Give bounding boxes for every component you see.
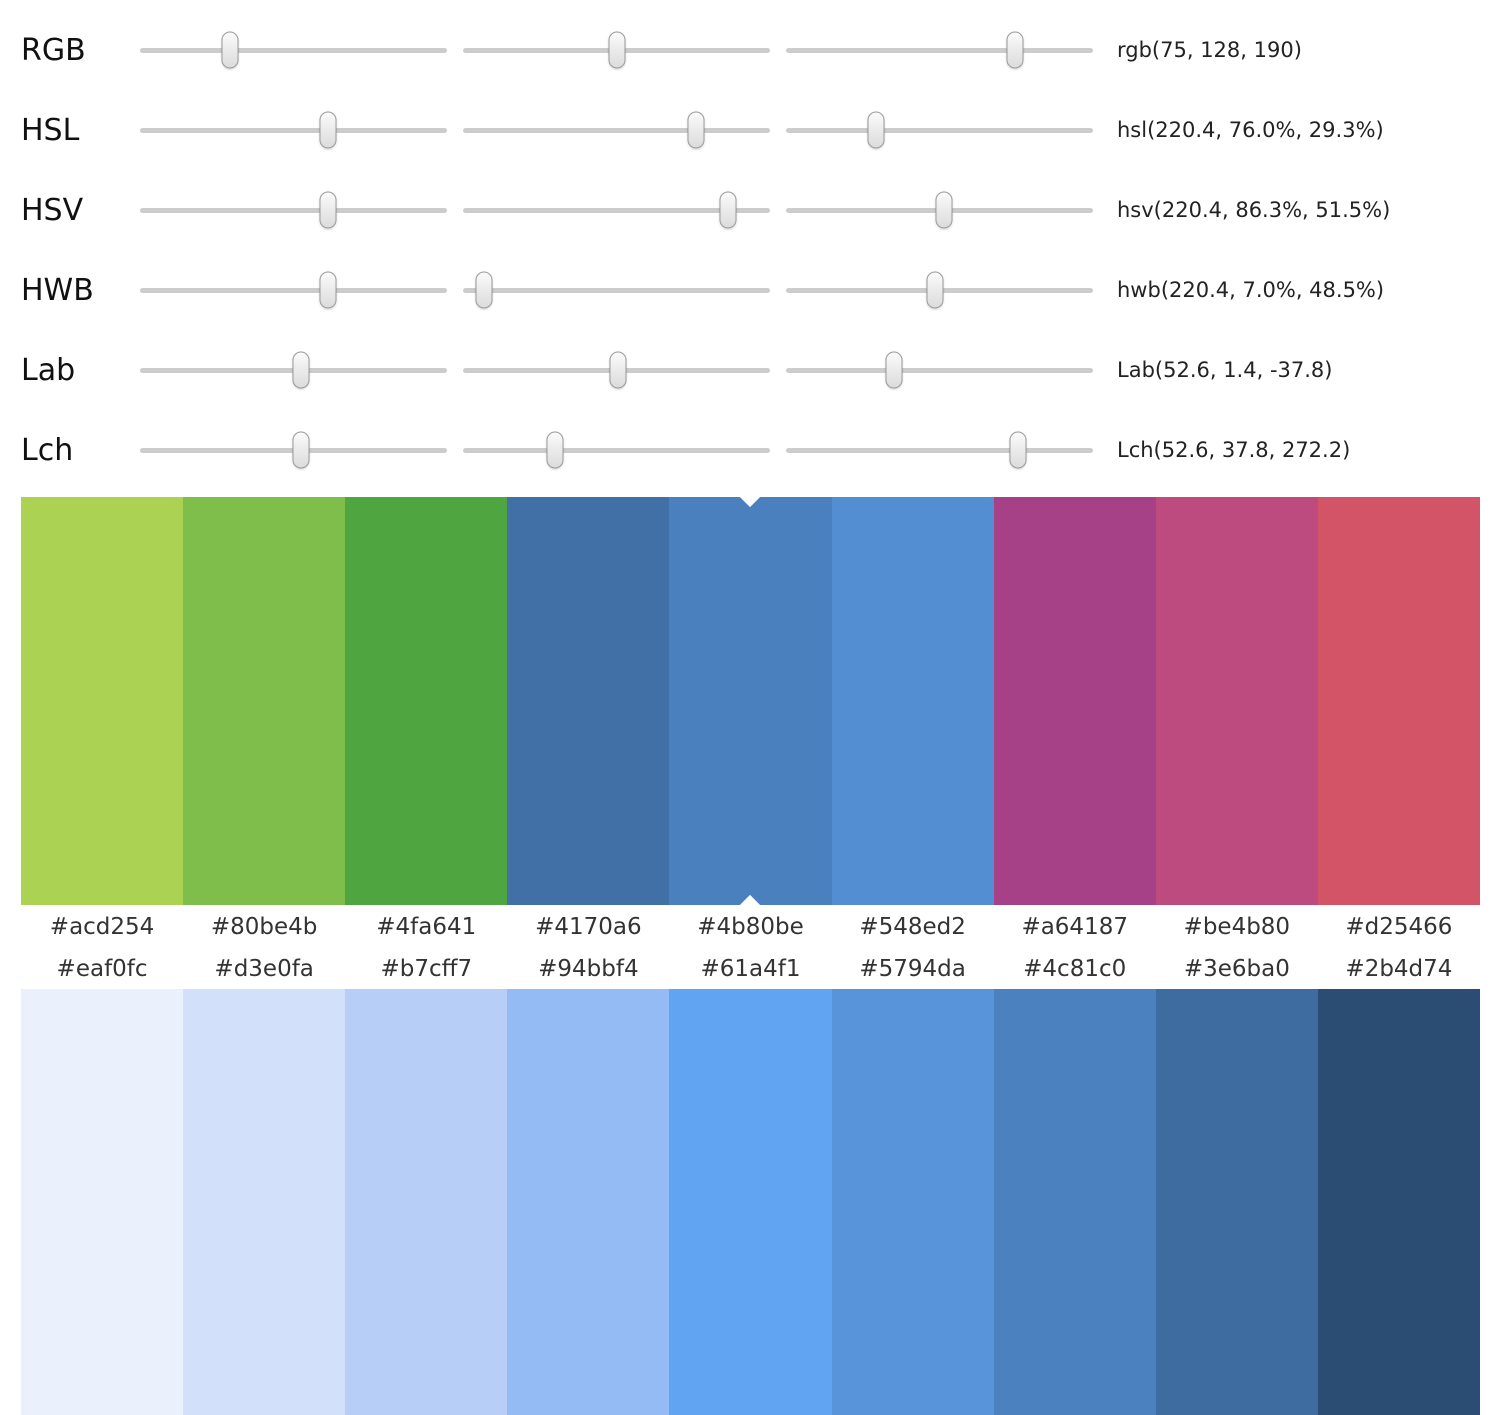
slider-thumb[interactable] [292,351,310,389]
colorspace-label: HWB [21,272,94,308]
hue-label-row: #acd254 #80be4b #4fa641 #4170a6 #4b80be #548e… [21,905,1480,947]
palette-swatch[interactable] [1155,497,1318,905]
palette-swatch[interactable] [507,497,670,905]
palette-swatch[interactable] [183,497,346,905]
slider-section: RGB rgb(75, 128, 190) HSL hsl(220.4, 76.0%,… [0,0,1501,490]
swatch-hex-label: #4b80be [697,914,804,940]
swatch-hex-label: #4170a6 [535,914,642,940]
palette-swatch[interactable] [831,497,994,905]
swatch-hex-label: #5794da [859,956,966,982]
slider-thumb[interactable] [546,431,564,469]
slider-thumb[interactable] [926,271,944,309]
palette-swatch[interactable] [669,485,832,917]
slider-row-lab: Lab Lab(52.6, 1.4, -37.8) [21,330,1501,410]
color-value-text: Lab(52.6, 1.4, -37.8) [1117,358,1333,382]
palette-swatch[interactable] [21,989,184,1415]
swatch-hex-label: #3e6ba0 [1183,956,1290,982]
swatch-hex-label: #d3e0fa [214,956,314,982]
palette-swatch[interactable] [1317,497,1480,905]
hue-swatch-row [21,485,1480,917]
slider-row-hsl: HSL hsl(220.4, 76.0%, 29.3%) [21,90,1501,170]
swatch-hex-label: #61a4f1 [700,956,801,982]
slider-row-hsv: HSV hsv(220.4, 86.3%, 51.5%) [21,170,1501,250]
palette-swatch[interactable] [1317,989,1480,1415]
slider-track-hsv-1[interactable] [140,191,447,229]
slider-thumb[interactable] [885,351,903,389]
slider-thumb[interactable] [609,351,627,389]
palette-swatch[interactable] [993,497,1156,905]
scale-swatch-row [21,989,1480,1415]
slider-track-hwb-3[interactable] [786,271,1093,309]
color-value-text: rgb(75, 128, 190) [1117,38,1302,62]
palette-swatch[interactable] [1155,989,1318,1415]
slider-track-lab-1[interactable] [140,351,447,389]
slider-track-lch-2[interactable] [463,431,770,469]
slider-track-hsl-2[interactable] [463,111,770,149]
slider-track-rgb-3[interactable] [786,31,1093,69]
slider-thumb[interactable] [319,111,337,149]
slider-track-rgb-2[interactable] [463,31,770,69]
slider-track-lab-2[interactable] [463,351,770,389]
swatch-hex-label: #be4b80 [1183,914,1291,940]
palette-swatch[interactable] [345,497,508,905]
palette-swatch[interactable] [345,989,508,1415]
slider-track-hsl-1[interactable] [140,111,447,149]
slider-thumb[interactable] [221,31,239,69]
swatch-hex-label: #b7cff7 [380,956,473,982]
hue-palette-section: #acd254 #80be4b #4fa641 #4170a6 #4b80be #548e… [0,485,1501,947]
swatch-hex-label: #4fa641 [376,914,477,940]
swatch-hex-label: #eaf0fc [56,956,148,982]
colorspace-label: Lab [21,352,76,388]
slider-track-hsv-2[interactable] [463,191,770,229]
colorspace-label: HSL [21,112,80,148]
color-value-text: Lch(52.6, 37.8, 272.2) [1117,438,1351,462]
swatch-hex-label: #94bbf4 [538,956,639,982]
scale-label-row: #eaf0fc #d3e0fa #b7cff7 #94bbf4 #61a4f1 #5794… [21,947,1480,989]
slider-track-hsl-3[interactable] [786,111,1093,149]
swatch-hex-label: #acd254 [49,914,155,940]
slider-track-lab-3[interactable] [786,351,1093,389]
swatch-hex-label: #a64187 [1021,914,1128,940]
slider-row-hwb: HWB hwb(220.4, 7.0%, 48.5%) [21,250,1501,330]
slider-thumb[interactable] [719,191,737,229]
color-value-text: hwb(220.4, 7.0%, 48.5%) [1117,278,1385,302]
slider-track-lch-3[interactable] [786,431,1093,469]
palette-swatch[interactable] [21,497,184,905]
swatch-hex-label: #80be4b [210,914,318,940]
color-value-text: hsl(220.4, 76.0%, 29.3%) [1117,118,1384,142]
swatch-hex-label: #548ed2 [859,914,966,940]
palette-swatch[interactable] [669,989,832,1415]
slider-thumb[interactable] [319,191,337,229]
colorspace-label: Lch [21,432,74,468]
color-value-text: hsv(220.4, 86.3%, 51.5%) [1117,198,1391,222]
palette-swatch[interactable] [507,989,670,1415]
lightness-scale-section: #eaf0fc #d3e0fa #b7cff7 #94bbf4 #61a4f1 #5794… [0,947,1501,1415]
slider-thumb[interactable] [935,191,953,229]
slider-thumb[interactable] [1006,31,1024,69]
slider-thumb[interactable] [1009,431,1027,469]
palette-swatch[interactable] [183,989,346,1415]
swatch-hex-label: #4c81c0 [1023,956,1127,982]
slider-track-hwb-2[interactable] [463,271,770,309]
slider-row-lch: Lch Lch(52.6, 37.8, 272.2) [21,410,1501,490]
slider-thumb[interactable] [319,271,337,309]
palette-swatch[interactable] [831,989,994,1415]
slider-thumb[interactable] [608,31,626,69]
slider-thumb[interactable] [867,111,885,149]
slider-thumb[interactable] [475,271,493,309]
swatch-hex-label: #2b4d74 [1345,956,1453,982]
slider-track-hwb-1[interactable] [140,271,447,309]
slider-row-rgb: RGB rgb(75, 128, 190) [21,10,1501,90]
palette-swatch[interactable] [993,989,1156,1415]
colorspace-label: HSV [21,192,84,228]
slider-thumb[interactable] [292,431,310,469]
slider-track-lch-1[interactable] [140,431,447,469]
slider-track-hsv-3[interactable] [786,191,1093,229]
colorspace-label: RGB [21,32,86,68]
slider-thumb[interactable] [687,111,705,149]
swatch-hex-label: #d25466 [1345,914,1453,940]
slider-track-rgb-1[interactable] [140,31,447,69]
